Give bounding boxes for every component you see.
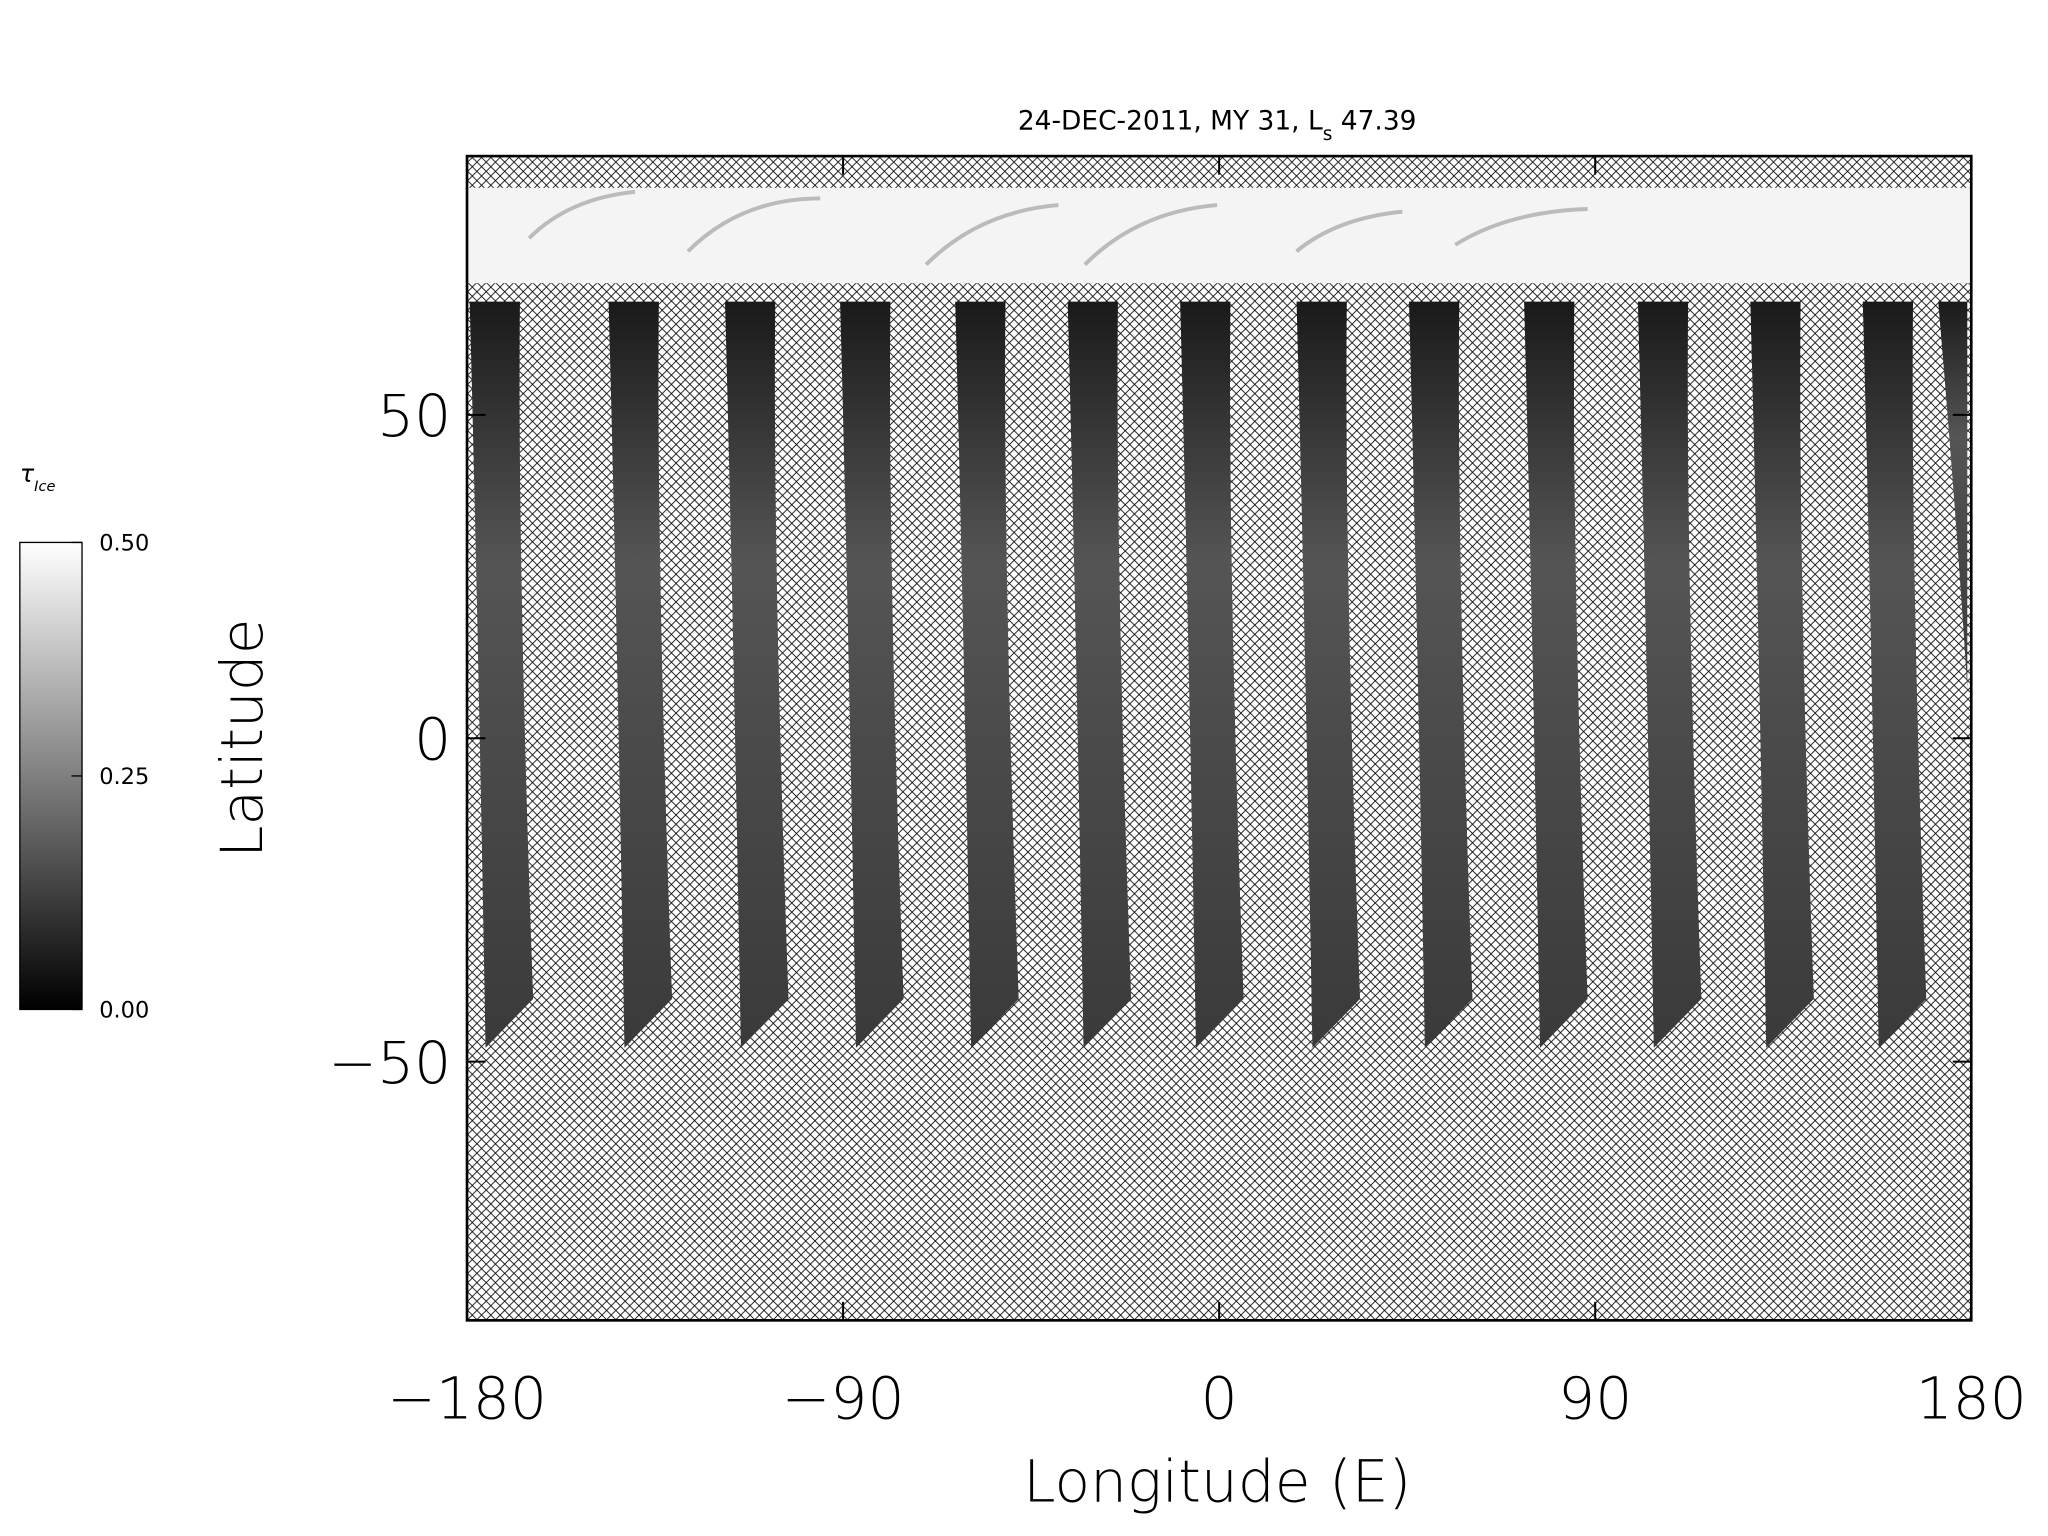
colorbar-tick-label: 0.00 — [99, 997, 149, 1023]
x-tick-label: −90 — [782, 1364, 905, 1432]
y-tick-label: 0 — [414, 705, 451, 773]
swath — [469, 301, 534, 1048]
x-tick-label: 180 — [1916, 1364, 2027, 1432]
swath — [1750, 301, 1814, 1048]
polar-band — [467, 187, 1972, 284]
colorbar-subscript: Ice — [34, 478, 55, 495]
swath — [1862, 301, 1927, 1048]
title-text: 24-DEC-2011, MY 31, L — [1018, 106, 1323, 137]
x-axis-label: Longitude (E) — [1023, 1448, 1411, 1516]
swath — [1637, 301, 1702, 1048]
swath — [608, 301, 673, 1048]
x-tick-label: −180 — [387, 1364, 547, 1432]
swath — [1524, 301, 1588, 1048]
swath — [725, 301, 789, 1048]
x-tick-label: 0 — [1201, 1364, 1238, 1432]
swath — [1296, 301, 1361, 1048]
swath — [1938, 301, 1968, 688]
map-plot — [467, 156, 1972, 1321]
swath — [1180, 301, 1244, 1048]
y-axis-label: Latitude — [208, 618, 276, 858]
title-subscript: s — [1323, 124, 1333, 145]
swath — [840, 301, 904, 1048]
y-tick-label: 50 — [377, 382, 451, 450]
colorbar-tick-label: 0.50 — [99, 530, 149, 556]
swath — [955, 301, 1019, 1048]
colorbar-tick-label: 0.25 — [99, 764, 149, 790]
swath — [1067, 301, 1132, 1048]
swath — [1408, 301, 1473, 1048]
chart-title: 24-DEC-2011, MY 31, Ls 47.39 — [1018, 106, 1417, 146]
polar-streaks — [527, 189, 1588, 267]
title-text: 47.39 — [1332, 106, 1416, 137]
x-tick-label: 90 — [1558, 1364, 1632, 1432]
y-tick-label: −50 — [328, 1029, 451, 1097]
colorbar-symbol: τ — [20, 460, 35, 488]
colorbar-label: τIce — [20, 460, 56, 495]
